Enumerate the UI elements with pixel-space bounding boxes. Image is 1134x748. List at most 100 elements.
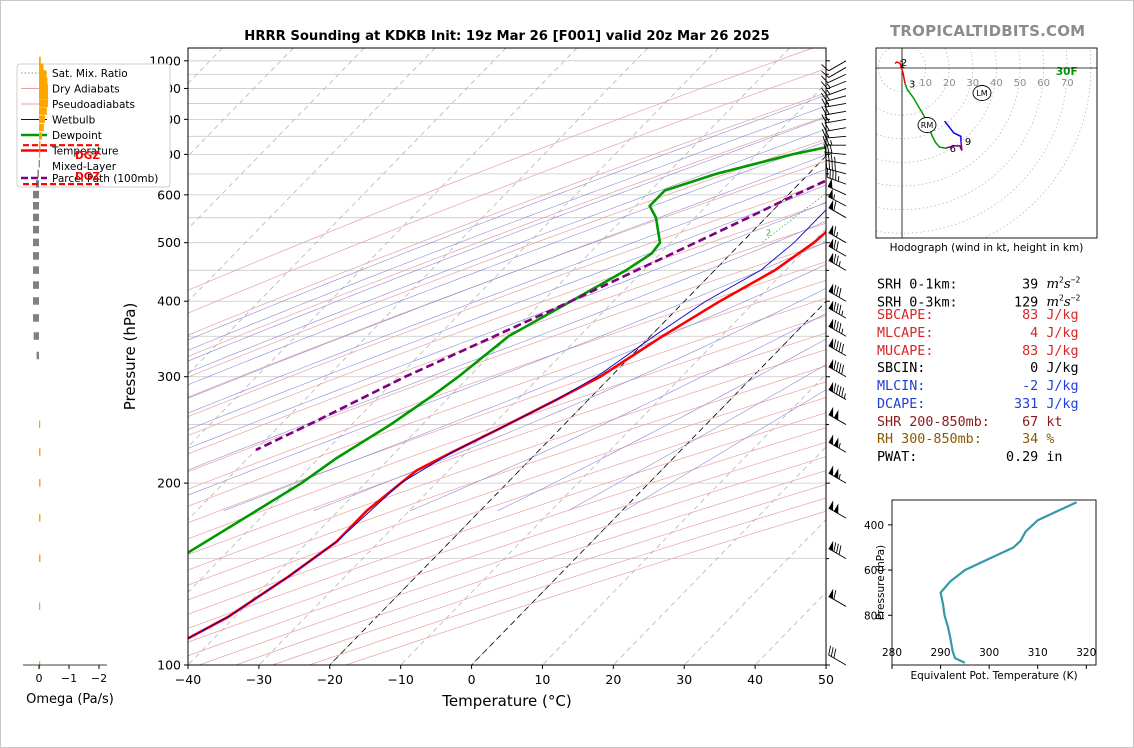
mixing-ratio-label: 16 xyxy=(959,228,969,237)
legend-entry: Wetbulb xyxy=(52,115,96,127)
dry-adiabat xyxy=(188,397,826,615)
theta-e-y-label: Pressure (hPa) xyxy=(875,545,887,620)
omega-axis-label: Omega (Pa/s) xyxy=(26,692,114,707)
barb-full xyxy=(821,64,829,72)
hodo-ring-label: 50 xyxy=(1014,78,1027,89)
barb-full xyxy=(836,384,839,395)
dry-adiabat xyxy=(188,68,826,314)
dgz-label: DGZ xyxy=(75,150,100,162)
dry-adiabat xyxy=(188,138,826,378)
stats-label: MLCAPE: xyxy=(877,326,998,342)
stats-value: 34 xyxy=(997,432,1047,448)
dry-adiabat xyxy=(188,116,826,357)
hodo-ring-label: 70 xyxy=(1061,78,1074,89)
wind-barb xyxy=(828,358,847,378)
barb-flag xyxy=(827,178,833,189)
stats-value: 4 xyxy=(997,326,1047,342)
x-axis-label: Temperature (°C) xyxy=(441,692,571,710)
barb-staff xyxy=(827,88,847,96)
stats-row: SBCIN: 0 J/kg xyxy=(877,360,1080,378)
wind-barb xyxy=(828,645,847,666)
stats-label: MUCAPE: xyxy=(877,343,998,359)
omega-bar xyxy=(39,99,48,107)
barb-staff xyxy=(827,176,847,185)
y-tick-label: 400 xyxy=(157,294,181,309)
barb-staff xyxy=(826,103,847,108)
moist-adiabat xyxy=(188,202,826,449)
barb-flag xyxy=(828,434,834,445)
wind-barb xyxy=(820,87,847,96)
stats-value: 0 xyxy=(997,361,1047,377)
stats-table: SRH 0-1km: 39 m2s−2 SRH 0-3km: 129 m2s−2 S… xyxy=(877,272,1080,467)
omega-bar xyxy=(37,169,39,178)
barb-full xyxy=(824,122,830,131)
stats-label: DCAPE: xyxy=(877,396,998,412)
barb-staff xyxy=(828,596,847,607)
stats-row: MLCIN: -2 J/kg xyxy=(877,378,1080,396)
barb-full xyxy=(831,160,833,171)
dry-adiabat xyxy=(188,182,826,418)
legend-box xyxy=(16,63,171,188)
barb-staff xyxy=(826,127,847,132)
barb-staff xyxy=(828,548,847,559)
barb-full xyxy=(828,159,831,170)
series-wetbulb xyxy=(188,209,826,639)
stats-value: 83 xyxy=(997,308,1047,324)
moist-adiabat xyxy=(188,168,826,414)
wind-barbs xyxy=(820,60,847,666)
barb-flag xyxy=(833,409,839,421)
omega-bar xyxy=(33,213,39,222)
omega-bar xyxy=(39,84,48,92)
stats-row: DCAPE: 331 J/kg xyxy=(877,396,1080,414)
stats-value: 67 xyxy=(997,414,1047,430)
hodo-ring-label: 60 xyxy=(1037,78,1050,89)
barb-full xyxy=(838,545,842,555)
stats-value: 331 xyxy=(997,396,1047,412)
wind-barb xyxy=(821,128,847,139)
barb-full xyxy=(836,303,839,313)
barb-flag xyxy=(828,318,834,329)
mixing-ratio-label: 20 xyxy=(982,228,992,237)
legend-entry: Pseudoadiabats xyxy=(52,99,135,111)
wind-barb xyxy=(824,151,847,165)
omega-bar xyxy=(39,107,47,115)
barb-full xyxy=(836,321,839,331)
omega-bar xyxy=(39,132,42,140)
omega-bar xyxy=(39,123,44,132)
barb-half xyxy=(841,328,844,334)
skew-plot: 246810131620243036 xyxy=(188,48,992,665)
omega-bar xyxy=(39,56,41,65)
dry-adiabat xyxy=(188,222,826,455)
wind-barb xyxy=(821,97,847,108)
x-tick-label: −40 xyxy=(175,672,201,687)
series-mixed-layer-parcel-path-100mb- xyxy=(255,179,826,452)
chart-title: HRRR Sounding at KDKB Init: 19z Mar 26 [… xyxy=(244,29,769,44)
barb-flag xyxy=(828,188,833,199)
moist-adiabat xyxy=(188,184,826,430)
stats-row: MUCAPE: 83 J/kg xyxy=(877,343,1080,361)
theta-e-x-tick-label: 320 xyxy=(1076,647,1096,659)
barb-half xyxy=(826,89,831,95)
omega-bar xyxy=(33,314,39,322)
barb-full xyxy=(833,383,837,393)
theta-e-x-tick-label: 310 xyxy=(1028,647,1048,659)
stats-label: SBCIN: xyxy=(877,361,998,377)
theta-e-frame xyxy=(891,499,1097,666)
barb-full xyxy=(838,304,842,315)
stats-unit: % xyxy=(1046,432,1055,448)
barb-full xyxy=(825,136,830,146)
stats-unit: J/kg xyxy=(1046,396,1079,412)
barb-full xyxy=(838,386,842,396)
y-tick-label: 100 xyxy=(157,658,181,673)
wind-barb xyxy=(828,500,847,519)
barb-full xyxy=(833,301,837,312)
dry-adiabat xyxy=(188,242,826,473)
barb-flag xyxy=(828,283,834,294)
mixing-ratio-label: 13 xyxy=(937,228,947,237)
barb-flag xyxy=(828,238,834,249)
dgz-label: DGZ xyxy=(75,171,100,183)
barb-full xyxy=(836,255,839,265)
barb-staff xyxy=(828,67,847,78)
